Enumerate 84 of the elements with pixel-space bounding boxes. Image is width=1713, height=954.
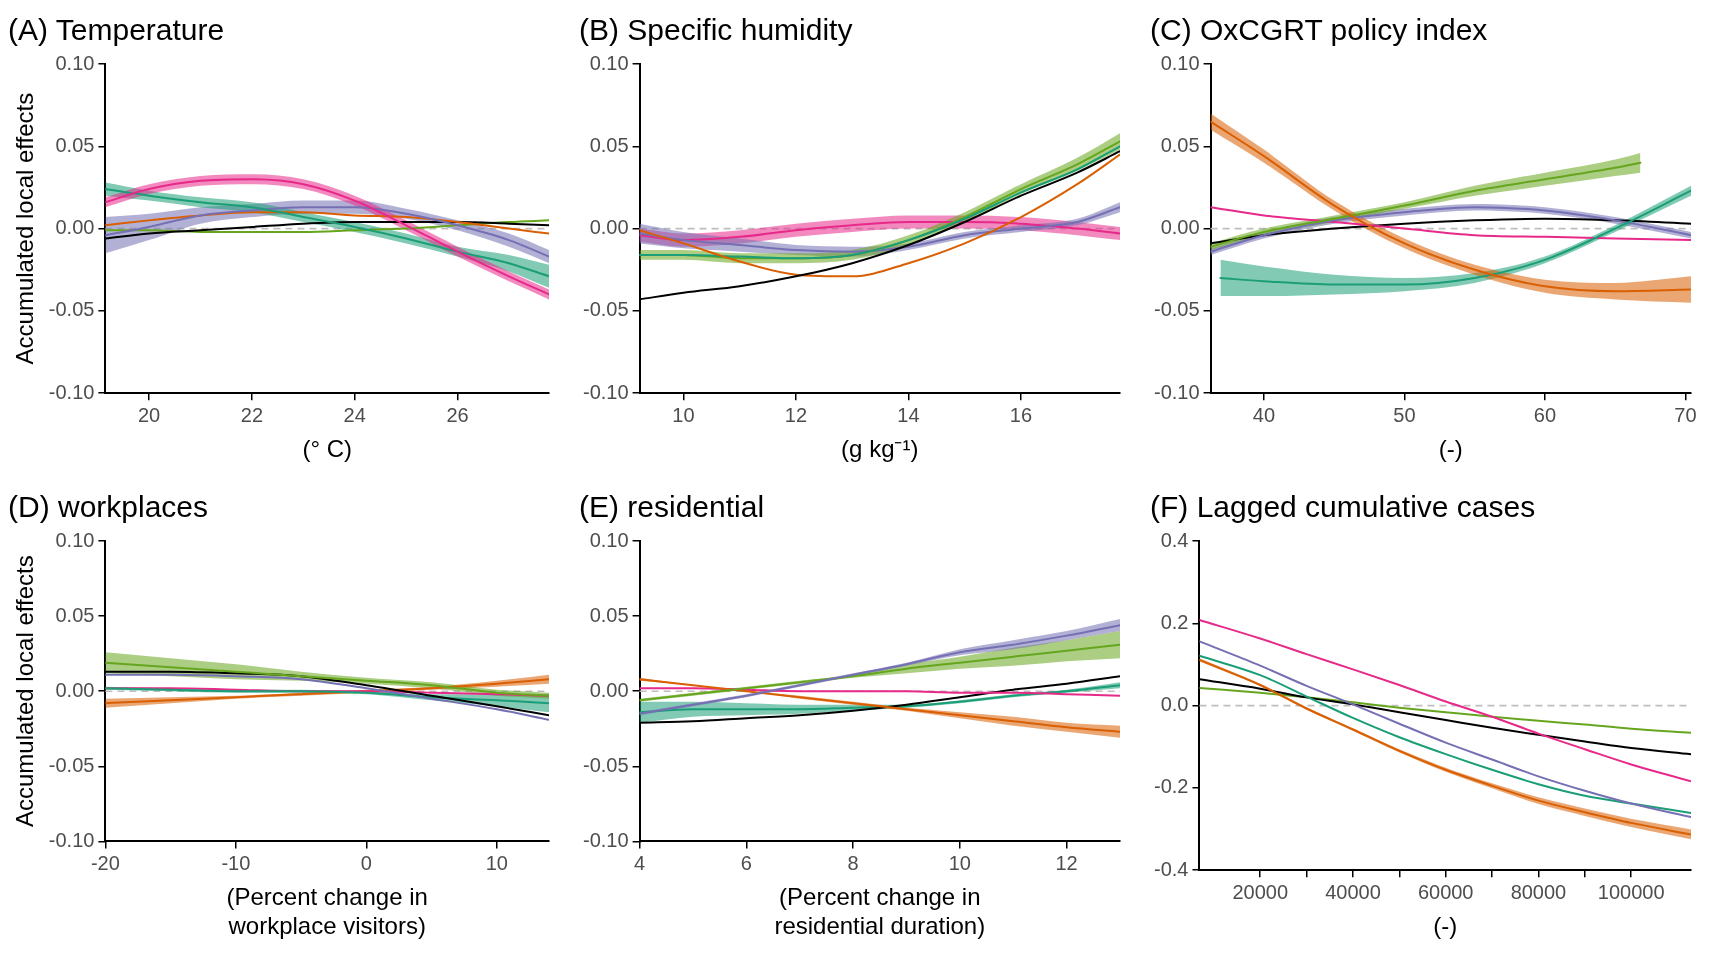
line-series [1199,686,1691,734]
line-series [105,211,549,235]
y-tick-label: 0.05 [55,133,95,156]
y-tick-label: 0.05 [55,603,95,626]
x-tick-label: 14 [897,403,920,426]
y-tick-label: -0.10 [582,828,629,851]
y-tick-label: -0.05 [48,298,95,321]
line-series [639,643,1120,702]
y-tick-label: 0.10 [55,528,95,551]
chart-title: (D) workplaces [8,490,209,524]
y-tick-label: -0.05 [582,298,629,321]
x-tick-label: 10 [948,851,971,874]
y-tick-label: 0.2 [1160,610,1189,633]
y-tick-label: 0.00 [589,678,629,701]
line-series [105,219,549,233]
x-tick-label: 16 [1009,403,1033,426]
y-tick-label: 0.05 [589,133,629,156]
line-series [105,661,549,697]
y-tick-label: -0.05 [1153,298,1200,321]
chart-title: (A) Temperature [8,13,225,47]
x-axis-title: (-) [1433,912,1458,940]
line-series [105,206,549,258]
x-tick-label: 22 [240,403,264,426]
y-axis-title: Accumulated local effects [11,92,39,365]
y-tick-label: 0.00 [55,216,95,239]
x-tick-label: 60 [1533,403,1557,426]
x-tick-label: 80000 [1510,880,1567,903]
x-axis-title: (Percent change in residential duration) [774,883,986,940]
x-tick-label: 24 [343,403,366,426]
line-series [639,684,1120,714]
y-tick-label: 0.10 [55,51,95,74]
x-axis-title: (Percent change in workplace visitors) [226,883,428,940]
x-tick-label: 8 [847,851,859,874]
y-tick-label: -0.10 [582,380,629,403]
y-tick-label: 0.0 [1160,693,1189,716]
y-tick-label: -0.4 [1153,857,1189,880]
y-tick-label: -0.05 [582,753,629,776]
x-axis-title: (° C) [302,435,352,463]
y-tick-label: -0.2 [1153,775,1189,798]
x-axis-title: (g kg⁻¹) [841,435,919,463]
y-axis-title: Accumulated local effects [11,555,39,828]
y-tick-label: 0.00 [1160,216,1200,239]
chart-title: (C) OxCGRT policy index [1150,13,1488,47]
y-tick-label: 0.10 [589,528,629,551]
x-tick-label: 4 [634,851,646,874]
x-tick-label: 50 [1393,403,1416,426]
line-series [105,188,549,278]
x-tick-label: 60000 [1417,880,1474,903]
y-tick-label: -0.05 [48,753,95,776]
y-tick-label: -0.10 [1153,380,1200,403]
x-tick-label: 70 [1674,403,1697,426]
x-tick-label: 10 [485,851,508,874]
chart-title: (B) Specific humidity [579,13,853,47]
line-series [639,153,1120,278]
x-tick-label: 6 [740,851,752,874]
chart-title: (F) Lagged cumulative cases [1150,490,1536,524]
x-tick-label: 20 [137,403,161,426]
line-series [1210,206,1691,242]
x-tick-label: 20000 [1232,880,1289,903]
line-series [1199,619,1691,783]
x-tick-label: -10 [221,851,251,874]
y-tick-label: 0.00 [55,678,95,701]
y-tick-label: -0.10 [48,380,95,403]
line-series [639,687,1120,697]
x-tick-label: 10 [672,403,695,426]
x-axis-title: (-) [1438,435,1463,463]
x-tick-label: -20 [90,851,120,874]
x-tick-label: 100000 [1597,880,1665,903]
x-tick-label: 12 [1055,851,1078,874]
y-tick-label: 0.4 [1160,528,1189,551]
x-tick-label: 26 [446,403,469,426]
x-tick-label: 0 [360,851,372,874]
line-series [105,687,549,705]
x-tick-label: 40000 [1325,880,1381,903]
y-tick-label: 0.00 [589,216,629,239]
y-tick-label: -0.10 [48,828,95,851]
y-tick-label: 0.10 [1160,51,1200,74]
line-series [639,221,1120,242]
x-tick-label: 40 [1252,403,1276,426]
x-tick-label: 12 [784,403,808,426]
y-tick-label: 0.05 [1160,133,1200,156]
y-tick-label: 0.05 [589,603,629,626]
y-tick-label: 0.10 [589,51,629,74]
chart-title: (E) residential [579,490,765,524]
